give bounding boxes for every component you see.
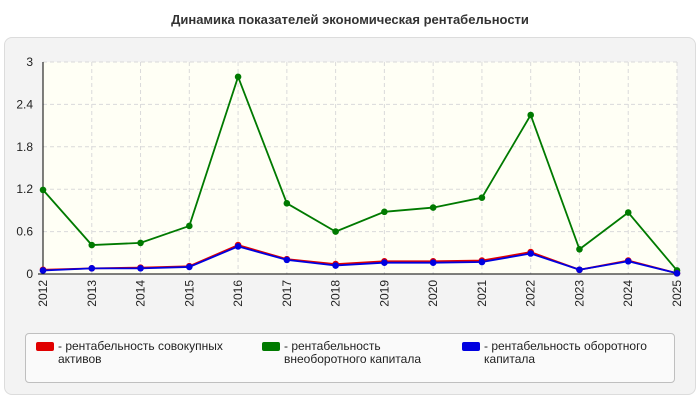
data-point xyxy=(137,239,144,247)
plot-area xyxy=(43,62,677,274)
data-point xyxy=(88,265,96,272)
x-tick-label: 2014 xyxy=(134,280,148,307)
data-point xyxy=(576,266,583,274)
legend-label: - рентабельность оборотного капитала xyxy=(484,339,647,366)
data-point xyxy=(624,257,632,265)
legend-swatch-blue xyxy=(462,342,480,351)
x-tick-label: 2013 xyxy=(85,280,99,307)
series-line xyxy=(42,245,678,275)
data-point xyxy=(527,250,534,257)
data-point xyxy=(332,262,339,269)
legend-item-total-assets: - рентабельность совокупных активов xyxy=(36,340,251,366)
x-tick-label: 2017 xyxy=(280,280,294,307)
data-point xyxy=(39,186,47,194)
data-point xyxy=(429,259,437,266)
x-tick-label: 2019 xyxy=(377,280,391,307)
data-point xyxy=(381,208,388,216)
grid-lines xyxy=(43,61,678,274)
data-point xyxy=(478,194,486,201)
legend: - рентабельность совокупных активов - ре… xyxy=(25,333,675,383)
series-line xyxy=(42,74,678,272)
tick-labels: 0 0.6 1.2 1.8 2.4 3 2012 2013 2014 2015 2016 2017 20… xyxy=(16,55,684,307)
legend-label: - рентабельность совокупных активов xyxy=(58,339,223,366)
data-point xyxy=(283,200,291,207)
data-point xyxy=(234,243,242,250)
data-point xyxy=(137,265,144,272)
x-tick-label: 2018 xyxy=(329,280,343,307)
data-point xyxy=(381,259,388,266)
data-point xyxy=(234,73,242,81)
x-tick-label: 2015 xyxy=(182,280,196,307)
y-tick-label: 0 xyxy=(26,267,33,281)
x-tick-label: 2012 xyxy=(36,280,50,307)
legend-item-working-capital: - рентабельность оборотного капитала xyxy=(462,340,672,366)
x-tick-label: 2020 xyxy=(426,280,440,307)
legend-item-fixed-capital: - рентабельность внеоборотного капитала xyxy=(262,340,452,366)
data-point xyxy=(186,222,193,230)
chart-title: Динамика показателей экономическая рента… xyxy=(171,12,529,27)
y-tick-label: 1.8 xyxy=(16,140,33,154)
data-point xyxy=(673,269,681,277)
series-layer xyxy=(39,73,681,277)
data-point xyxy=(429,204,437,211)
data-point xyxy=(576,245,583,253)
x-tick-label: 2023 xyxy=(572,280,586,307)
data-point xyxy=(478,258,486,266)
data-point xyxy=(88,241,96,249)
y-tick-label: 0.6 xyxy=(16,225,33,239)
data-point xyxy=(39,267,47,274)
x-tick-label: 2024 xyxy=(621,280,635,307)
y-tick-label: 2.4 xyxy=(16,97,33,111)
legend-swatch-green xyxy=(262,342,280,351)
x-tick-label: 2022 xyxy=(524,280,538,307)
y-tick-label: 1.2 xyxy=(16,182,33,196)
x-tick-label: 2021 xyxy=(475,280,489,307)
data-point xyxy=(186,263,193,271)
y-tick-label: 3 xyxy=(26,55,33,69)
x-tick-label: 2016 xyxy=(231,280,245,307)
x-tick-label: 2025 xyxy=(670,280,684,307)
legend-label: - рентабельность внеоборотного капитала xyxy=(284,339,421,366)
axes xyxy=(38,62,677,275)
data-point xyxy=(527,111,534,119)
data-point xyxy=(332,228,339,235)
legend-swatch-red xyxy=(36,342,54,351)
data-point xyxy=(283,256,291,264)
data-point xyxy=(624,209,632,216)
